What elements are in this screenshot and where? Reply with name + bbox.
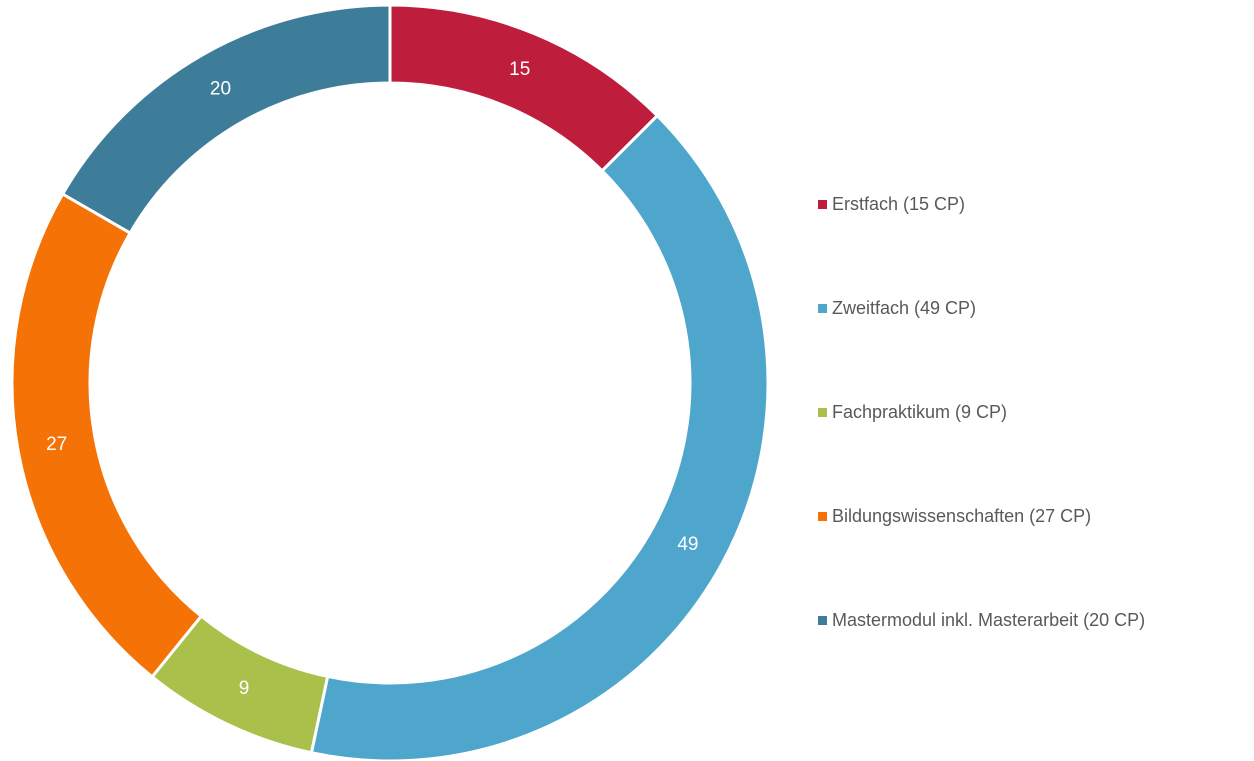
legend-swatch (818, 512, 827, 521)
data-label: 9 (239, 678, 250, 699)
legend-label: Zweitfach (49 CP) (832, 298, 976, 318)
legend-swatch (818, 616, 827, 625)
legend-label: Mastermodul inkl. Masterarbeit (20 CP) (832, 610, 1145, 630)
donut-slice (388, 3, 660, 173)
data-label: 49 (677, 534, 698, 555)
legend-swatch (818, 408, 827, 417)
donut-slice (60, 3, 392, 236)
donut-slice (10, 191, 204, 679)
data-label: 20 (210, 78, 231, 99)
data-label: 15 (509, 59, 530, 80)
data-label: 27 (46, 434, 67, 455)
legend-label: Erstfach (15 CP) (832, 194, 965, 214)
legend-label: Fachpraktikum (9 CP) (832, 402, 1007, 422)
legend-swatch (818, 304, 827, 313)
donut-slice (309, 113, 770, 761)
legend-label: Bildungswissenschaften (27 CP) (832, 506, 1091, 526)
legend-swatch (818, 200, 827, 209)
